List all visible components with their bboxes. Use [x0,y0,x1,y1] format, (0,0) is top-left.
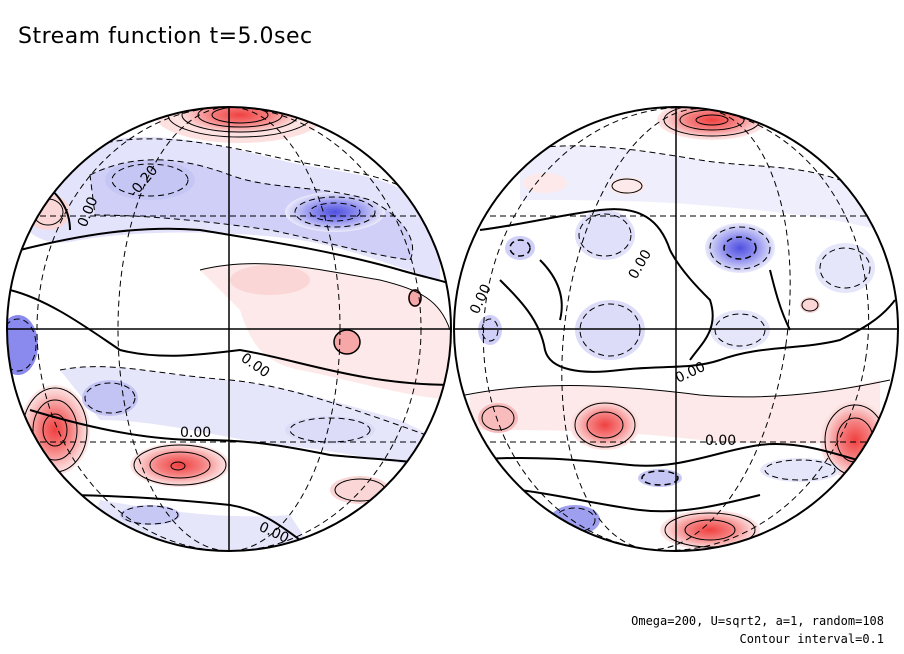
right-hemisphere-outline [453,106,899,552]
left-grid [7,107,451,551]
contour-label: 0.00 [705,433,736,449]
contour-interval-caption: Contour interval=0.1 [739,632,885,646]
right-hemisphere [454,107,898,551]
right-contours [464,107,896,548]
left-hemisphere-outline [6,106,452,552]
left-hemisphere [7,107,451,551]
figure-title: Stream function t=5.0sec [18,24,313,49]
contour-label: 0.00 [180,425,211,441]
parameters-caption: Omega=200, U=sqrt2, a=1, random=108 [631,614,884,628]
